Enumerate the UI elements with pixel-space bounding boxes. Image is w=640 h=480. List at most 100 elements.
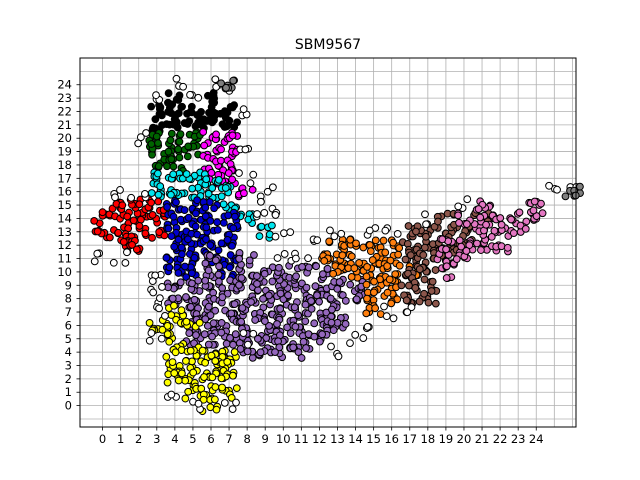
data-point — [230, 300, 239, 308]
data-point — [109, 258, 118, 267]
data-point — [182, 170, 191, 178]
data-point — [200, 141, 209, 150]
data-point — [229, 76, 238, 85]
data-point — [153, 169, 162, 178]
data-point — [327, 318, 336, 327]
series-group — [318, 235, 422, 318]
data-point — [253, 210, 261, 218]
data-point — [341, 296, 350, 305]
data-point — [256, 348, 265, 357]
data-point — [257, 222, 266, 231]
data-point — [249, 170, 258, 179]
data-point — [93, 227, 102, 236]
data-point — [223, 289, 232, 298]
data-point — [211, 75, 220, 84]
data-point — [148, 277, 157, 286]
data-point — [393, 229, 402, 238]
data-point — [290, 303, 299, 312]
data-point — [442, 274, 451, 282]
data-point — [370, 277, 378, 286]
data-point — [235, 254, 244, 263]
data-point — [315, 337, 324, 346]
data-point — [202, 117, 211, 125]
data-point — [193, 111, 202, 119]
data-point — [237, 317, 246, 326]
data-point — [320, 257, 329, 265]
data-point — [181, 262, 189, 271]
data-point — [186, 303, 195, 311]
data-point — [407, 303, 416, 312]
data-point — [217, 79, 225, 88]
data-point — [235, 169, 243, 177]
y-tick-label: 22 — [57, 104, 72, 118]
data-point — [487, 232, 496, 241]
data-point — [335, 278, 344, 286]
data-point — [273, 320, 281, 328]
data-point — [147, 329, 156, 337]
data-point — [167, 190, 175, 199]
data-point — [222, 83, 230, 92]
data-point — [201, 358, 210, 367]
data-point — [210, 94, 218, 103]
data-point — [255, 232, 264, 241]
data-point — [210, 204, 219, 213]
x-tick-label: 20 — [457, 432, 472, 446]
data-point — [385, 275, 394, 284]
data-point — [218, 284, 227, 293]
data-point — [239, 329, 248, 337]
data-point — [184, 142, 193, 151]
y-tick-label: 23 — [57, 91, 72, 105]
data-point — [389, 238, 398, 247]
data-point — [207, 351, 216, 360]
data-point — [473, 239, 481, 248]
data-point — [239, 105, 248, 114]
data-point — [530, 197, 539, 206]
y-tick-label: 5 — [65, 332, 72, 346]
data-point — [164, 224, 173, 233]
data-point — [268, 221, 276, 230]
x-tick-label: 15 — [366, 432, 381, 446]
data-point — [329, 326, 338, 335]
data-point — [503, 243, 512, 252]
data-point — [424, 298, 433, 307]
data-point — [193, 196, 202, 205]
data-point — [170, 301, 178, 310]
data-point — [176, 278, 185, 287]
data-point — [327, 305, 336, 314]
data-point — [156, 182, 165, 191]
data-point — [212, 130, 220, 139]
data-point — [174, 269, 183, 277]
series-group — [90, 74, 581, 414]
data-point — [402, 296, 411, 305]
data-point — [163, 378, 172, 387]
series-group — [163, 248, 368, 362]
data-point — [427, 287, 436, 295]
data-point — [187, 269, 196, 278]
data-point — [365, 226, 374, 235]
data-point — [254, 334, 262, 343]
data-point — [271, 211, 280, 219]
data-point — [217, 145, 225, 154]
data-point — [415, 265, 424, 274]
data-point — [180, 206, 189, 214]
data-point — [204, 302, 213, 311]
data-point — [442, 262, 451, 271]
data-point — [141, 229, 150, 238]
data-point — [184, 235, 192, 244]
data-point — [245, 256, 254, 265]
data-point — [289, 343, 298, 352]
data-point — [226, 334, 234, 342]
data-point — [217, 239, 226, 248]
data-point — [291, 322, 300, 331]
data-point — [177, 306, 186, 315]
data-point — [235, 281, 243, 289]
data-point — [135, 221, 144, 230]
data-point — [315, 297, 324, 306]
data-point — [326, 294, 335, 303]
data-point — [165, 337, 174, 346]
x-tick-label: 13 — [330, 432, 345, 446]
data-point — [327, 342, 335, 351]
data-point — [237, 274, 246, 282]
data-point — [178, 102, 186, 111]
data-point — [151, 115, 160, 124]
